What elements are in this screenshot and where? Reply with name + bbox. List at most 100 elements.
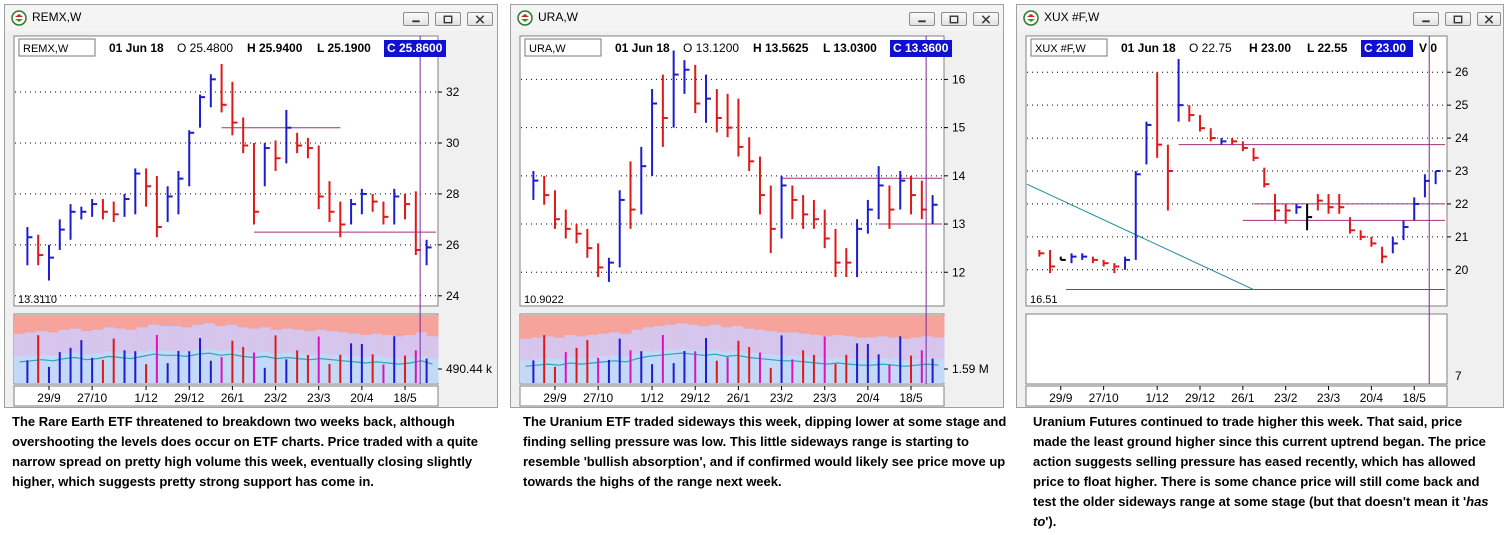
volume-band: [865, 359, 878, 383]
volume-band: [609, 355, 621, 383]
caption-emphasis: has to: [1033, 494, 1489, 529]
caption-remx: The Rare Earth ETF threatened to breakdo…: [12, 412, 498, 492]
volume-band: [92, 353, 104, 383]
volume-band: [520, 360, 532, 383]
volume-band: [910, 359, 923, 383]
volume-band: [932, 359, 945, 383]
volume-band: [69, 352, 82, 383]
chart-area[interactable]: 12 13 14 15 16 1.59 M 10.9022 29/9 27/10 1/12 29/1…: [518, 34, 1001, 408]
volume-band: [575, 358, 588, 383]
volume-band: [553, 359, 566, 383]
minimize-button[interactable]: [909, 12, 935, 26]
open-value: O 22.75: [1189, 41, 1232, 55]
volume-band: [36, 354, 48, 383]
volume-band: [47, 355, 60, 383]
close-button[interactable]: [467, 12, 493, 26]
volume-band: [798, 356, 811, 383]
price-volume-chart[interactable]: 20 21 22 23 24 25 26 7 16.51 29/9 27/10 1/12 29/12 26…: [1024, 34, 1504, 408]
caption-text: The Rare Earth ETF threatened to breakdo…: [12, 414, 478, 489]
chart-window-remx: REMX,W 24 26 28 30 32 490.44 k 13.3110 29/9 27/1…: [4, 4, 498, 408]
close-value: C 13.3600: [893, 41, 949, 55]
window-titlebar[interactable]: URA,W: [511, 5, 1003, 31]
time-tick-label: 26/1: [221, 391, 245, 405]
time-tick-label: 26/1: [1231, 391, 1255, 405]
price-volume-chart[interactable]: 12 13 14 15 16 1.59 M 10.9022 29/9 27/10 1/12 29/1…: [518, 34, 1001, 408]
chart-window-ura: URA,W 12 13 14 15 16 1.59 M 10.9022 29/9 27/10 1/…: [510, 4, 1004, 408]
volume-band: [709, 349, 722, 383]
volume-band: [14, 356, 26, 383]
close-icon: [981, 15, 991, 24]
volume-band: [810, 357, 822, 383]
chart-area[interactable]: 20 21 22 23 24 25 26 7 16.51 29/9 27/10 1/12 29/12 26…: [1024, 34, 1504, 408]
time-tick-label: 23/2: [770, 391, 794, 405]
caption-text: The Uranium ETF traded sideways this wee…: [523, 414, 1007, 489]
caption-text: Uranium Futures continued to trade highe…: [1033, 414, 1489, 529]
volume-band: [642, 351, 655, 383]
maximize-button[interactable]: [435, 12, 461, 26]
volume-band: [426, 358, 439, 383]
app-logo-icon: [1023, 10, 1039, 26]
volume-band: [665, 349, 677, 383]
volume-band: [326, 354, 339, 383]
close-button[interactable]: [1477, 12, 1501, 26]
price-tick-label: 14: [952, 169, 966, 183]
time-tick-label: 27/10: [1089, 391, 1119, 405]
time-tick-label: 20/4: [350, 391, 374, 405]
price-min-label: 10.9022: [524, 294, 564, 306]
maximize-button[interactable]: [941, 12, 967, 26]
volume-label: 7: [1455, 369, 1462, 383]
maximize-icon: [443, 15, 453, 24]
volume-band: [854, 359, 867, 383]
minimize-button[interactable]: [403, 12, 429, 26]
trendline: [1026, 183, 1254, 290]
volume-band: [877, 358, 889, 383]
minimize-button[interactable]: [1413, 12, 1439, 26]
close-button[interactable]: [973, 12, 999, 26]
close-value: C 23.00: [1364, 41, 1406, 55]
time-tick-label: 1/12: [134, 391, 158, 405]
price-min-label: 16.51: [1030, 294, 1058, 306]
volume-average-line: [19, 352, 433, 365]
symbol-label: XUX #F,W: [1035, 43, 1086, 55]
close-icon: [1484, 15, 1494, 24]
volume-band: [382, 357, 394, 383]
chart-area[interactable]: 24 26 28 30 32 490.44 k 13.3110 29/9 27/10 1/12 29…: [12, 34, 495, 408]
bar-date: 01 Jun 18: [109, 41, 164, 55]
symbol-box: [18, 38, 96, 57]
low-value: L 13.0300: [823, 41, 877, 55]
volume-band: [359, 357, 372, 383]
time-tick-label: 20/4: [856, 391, 880, 405]
price-tick-label: 15: [952, 121, 966, 135]
price-volume-chart[interactable]: 24 26 28 30 32 490.44 k 13.3110 29/9 27/10 1/12 29…: [12, 34, 495, 408]
volume-band: [832, 357, 845, 383]
price-tick-label: 32: [446, 85, 460, 99]
volume-band: [888, 359, 900, 383]
time-tick-label: 29/9: [543, 391, 567, 405]
volume-band: [620, 356, 633, 383]
time-tick-label: 27/10: [77, 391, 107, 405]
window-titlebar[interactable]: XUX #F,W: [1017, 5, 1503, 31]
volume-band: [698, 350, 711, 383]
chart-window-xux: XUX #F,W 20 21 22 23 24 25 26 7 16.51 29/9 27/10 1/…: [1016, 4, 1504, 408]
volume-band: [542, 358, 554, 383]
time-tick-label: 1/12: [640, 391, 664, 405]
price-tick-label: 26: [1455, 65, 1469, 79]
open-value: O 25.4800: [177, 41, 233, 55]
symbol-box: [1030, 38, 1108, 57]
volume-band: [687, 349, 700, 383]
time-tick-label: 29/9: [1049, 391, 1073, 405]
volume-label: 490.44 k: [446, 362, 493, 376]
time-tick-label: 29/12: [680, 391, 710, 405]
volume-band: [787, 355, 800, 383]
window-titlebar[interactable]: REMX,W: [5, 5, 497, 31]
maximize-button[interactable]: [1445, 12, 1471, 26]
close-value: C 25.8600: [387, 41, 443, 55]
volume-band: [147, 349, 160, 383]
price-plot-area: [1025, 35, 1448, 307]
volume-band: [170, 350, 182, 383]
price-tick-label: 30: [446, 136, 460, 150]
volume-band: [203, 348, 216, 383]
close-highlight: [384, 40, 446, 57]
caption-ura: The Uranium ETF traded sideways this wee…: [523, 412, 1007, 492]
volume-band: [304, 354, 316, 383]
